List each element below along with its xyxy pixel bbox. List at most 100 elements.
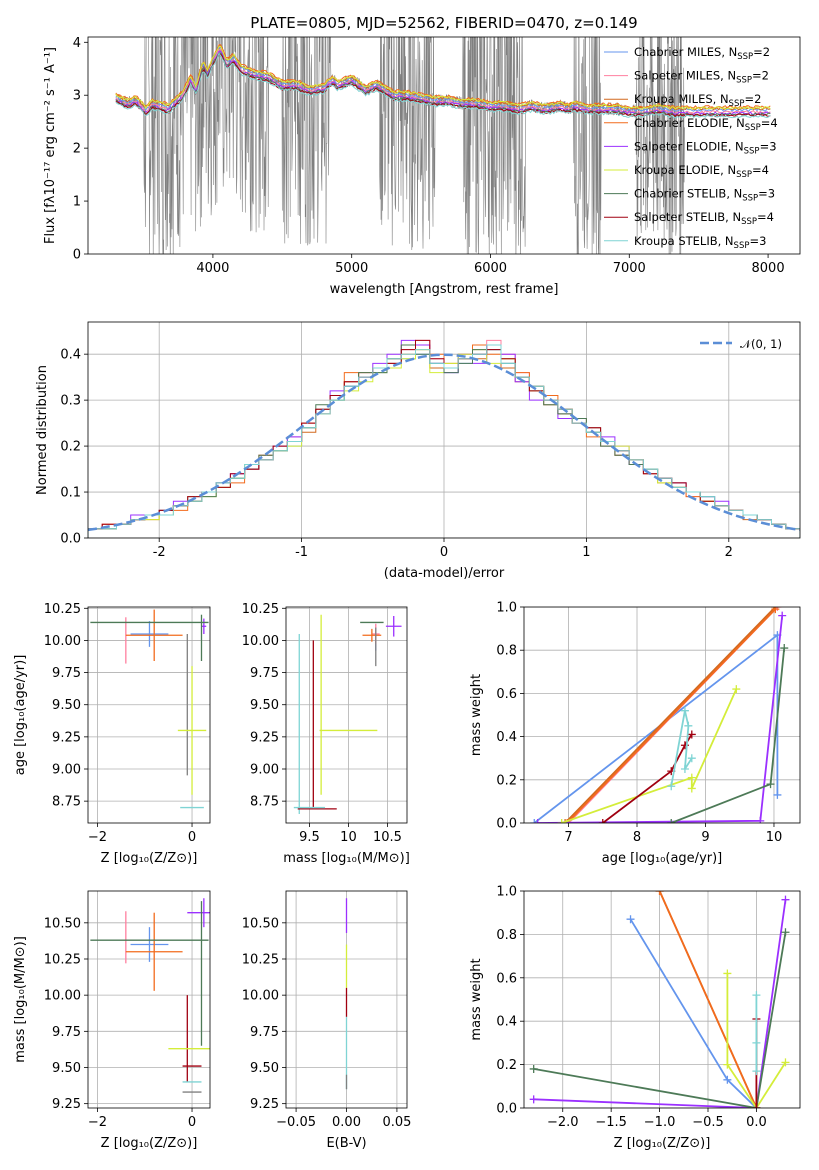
axes-residuals: -2 -1 0 1 2 0.0 0.1 0.2 0.3 0.4 (data-model)/error…: [35, 321, 801, 581]
y-tick-label: 0.6: [496, 687, 517, 702]
weight-line: [561, 688, 738, 823]
errorbar-point: [125, 609, 183, 661]
y-tick-label: 0.8: [496, 928, 517, 943]
axes-z-mass: −2 0 9.25 9.50 9.75 10.00 10.25 10.50 Z [log₁₀(Z…: [13, 890, 211, 1151]
x-tick-label: 0.0: [746, 1115, 767, 1130]
axes-frame: [87, 321, 801, 539]
axes-frame: [523, 890, 801, 1109]
reference-gaussian-curve: [88, 353, 800, 532]
x-tick-label: −2.0: [547, 1115, 579, 1130]
plus-marker: [680, 765, 689, 773]
y-tick-label: 9.75: [52, 666, 81, 681]
plus-marker: [723, 1075, 732, 1084]
x-tick-label: 0.05: [382, 1115, 411, 1130]
plus-marker: [781, 895, 790, 904]
legend-label: Salpeter MILES, NSSP=2: [634, 69, 769, 86]
y-tick-label: 10.25: [44, 602, 81, 617]
y-tick-label: 0.1: [60, 486, 81, 501]
plus-marker: [533, 819, 542, 823]
x-axis-label: (data-model)/error: [384, 566, 505, 581]
plus-marker: [781, 1058, 790, 1067]
axes-ebv-mass: −0.05 0.00 0.05 9.25 9.50 9.75 10.00 10.25 10.50…: [242, 890, 411, 1151]
x-tick-label: −0.05: [276, 1115, 316, 1130]
x-tick-label: −0.5: [692, 1115, 724, 1130]
weight-line: [564, 607, 776, 823]
plot-area-age-weight: [524, 607, 800, 823]
x-tick-label: 7: [564, 830, 572, 845]
plus-marker: [723, 1060, 732, 1069]
plus-marker: [756, 816, 765, 823]
y-axis-label: mass weight: [469, 674, 484, 756]
legend-label: 𝒩(0, 1): [740, 337, 782, 351]
y-tick-label: 9.25: [52, 1097, 81, 1112]
plot-area-residuals: [88, 322, 800, 538]
y-tick-label: 1.0: [496, 885, 517, 900]
y-tick-label: 9.25: [52, 730, 81, 745]
y-tick-label: 0.4: [496, 730, 517, 745]
x-tick-label: -1: [295, 545, 308, 560]
x-tick-label: 10: [766, 830, 783, 845]
y-tick-label: 9.00: [52, 763, 81, 778]
y-tick-label: 9.00: [250, 763, 279, 778]
x-axis-label: Z [log₁₀(Z/Z⊙)]: [101, 1136, 198, 1151]
y-tick-label: 9.50: [52, 1061, 81, 1076]
errorbar-point: [177, 666, 207, 795]
y-tick-label: 10.25: [44, 952, 81, 967]
errorbar-point: [201, 618, 207, 634]
axes-age-weight: 7 8 9 10 0.0 0.2 0.4 0.6 0.8 1.0 age [log₁₀(age/yr…: [469, 601, 801, 866]
plus-marker: [529, 1095, 538, 1104]
model-line: [115, 48, 771, 115]
y-tick-label: 10.25: [242, 952, 279, 967]
y-tick-label: 0.4: [60, 348, 81, 363]
model-line: [115, 45, 771, 110]
legend: 𝒩(0, 1): [700, 337, 782, 351]
axes-z-age: −2 0 8.75 9.00 9.25 9.50 9.75 10.00 10.25 Z [log₁…: [13, 602, 211, 866]
chart-title: PLATE=0805, MJD=52562, FIBERID=0470, z=0…: [250, 14, 637, 32]
legend-label: Kroupa MILES, NSSP=2: [634, 92, 761, 109]
plot-area-z-age: [88, 607, 210, 823]
y-tick-label: 10.00: [44, 634, 81, 649]
plus-marker: [529, 1064, 538, 1073]
legend-label: Salpeter STELIB, NSSP=4: [634, 210, 774, 227]
axes-frame: [523, 606, 801, 824]
errorbar-point: [130, 621, 169, 647]
plus-marker: [667, 782, 676, 791]
y-axis-label: Normed distribution: [35, 365, 50, 495]
plus-marker: [684, 721, 693, 730]
errorbar-point: [385, 616, 402, 637]
x-tick-label: 0: [188, 1115, 196, 1130]
weight-line: [566, 608, 776, 823]
y-tick-label: 1.0: [496, 601, 517, 616]
x-tick-label: 0: [188, 830, 196, 845]
x-tick-label: 5000: [335, 261, 368, 276]
plot-area-spectrum: [115, 37, 771, 254]
plus-marker: [680, 706, 689, 715]
observed-spectrum: [115, 37, 685, 254]
plus-marker: [780, 644, 789, 653]
y-tick-label: 10.50: [44, 916, 81, 931]
y-axis-label: age [log₁₀(age/yr)]: [13, 655, 28, 776]
plot-area-mass-age: [286, 607, 407, 823]
x-tick-label: 10: [340, 830, 357, 845]
legend-label: Salpeter ELODIE, NSSP=3: [634, 139, 777, 156]
weight-line: [533, 899, 787, 1108]
y-tick-label: 10.25: [242, 602, 279, 617]
plus-marker: [626, 915, 635, 924]
plus-marker: [781, 928, 790, 937]
x-tick-label: 8000: [752, 261, 785, 276]
plus-marker: [655, 891, 664, 895]
x-tick-label: -2: [153, 545, 166, 560]
errorbar-point: [125, 912, 183, 991]
errorbar-point: [187, 898, 210, 928]
plus-marker: [598, 819, 607, 823]
y-axis-label: mass [log₁₀(M/M⊙)]: [13, 936, 28, 1063]
axes-frame: [285, 890, 408, 1109]
x-tick-label: 0.00: [332, 1115, 361, 1130]
y-tick-label: 0: [73, 248, 81, 263]
x-axis-label: wavelength [Angstrom, rest frame]: [330, 282, 559, 297]
x-tick-label: −2: [88, 830, 107, 845]
y-tick-label: 0.0: [60, 532, 81, 547]
axes-spectrum: 4000 5000 6000 7000 8000 0 1 2 3 4 wavelength [Ang…: [43, 36, 801, 297]
x-axis-label: Z [log₁₀(Z/Z⊙)]: [614, 1136, 711, 1151]
